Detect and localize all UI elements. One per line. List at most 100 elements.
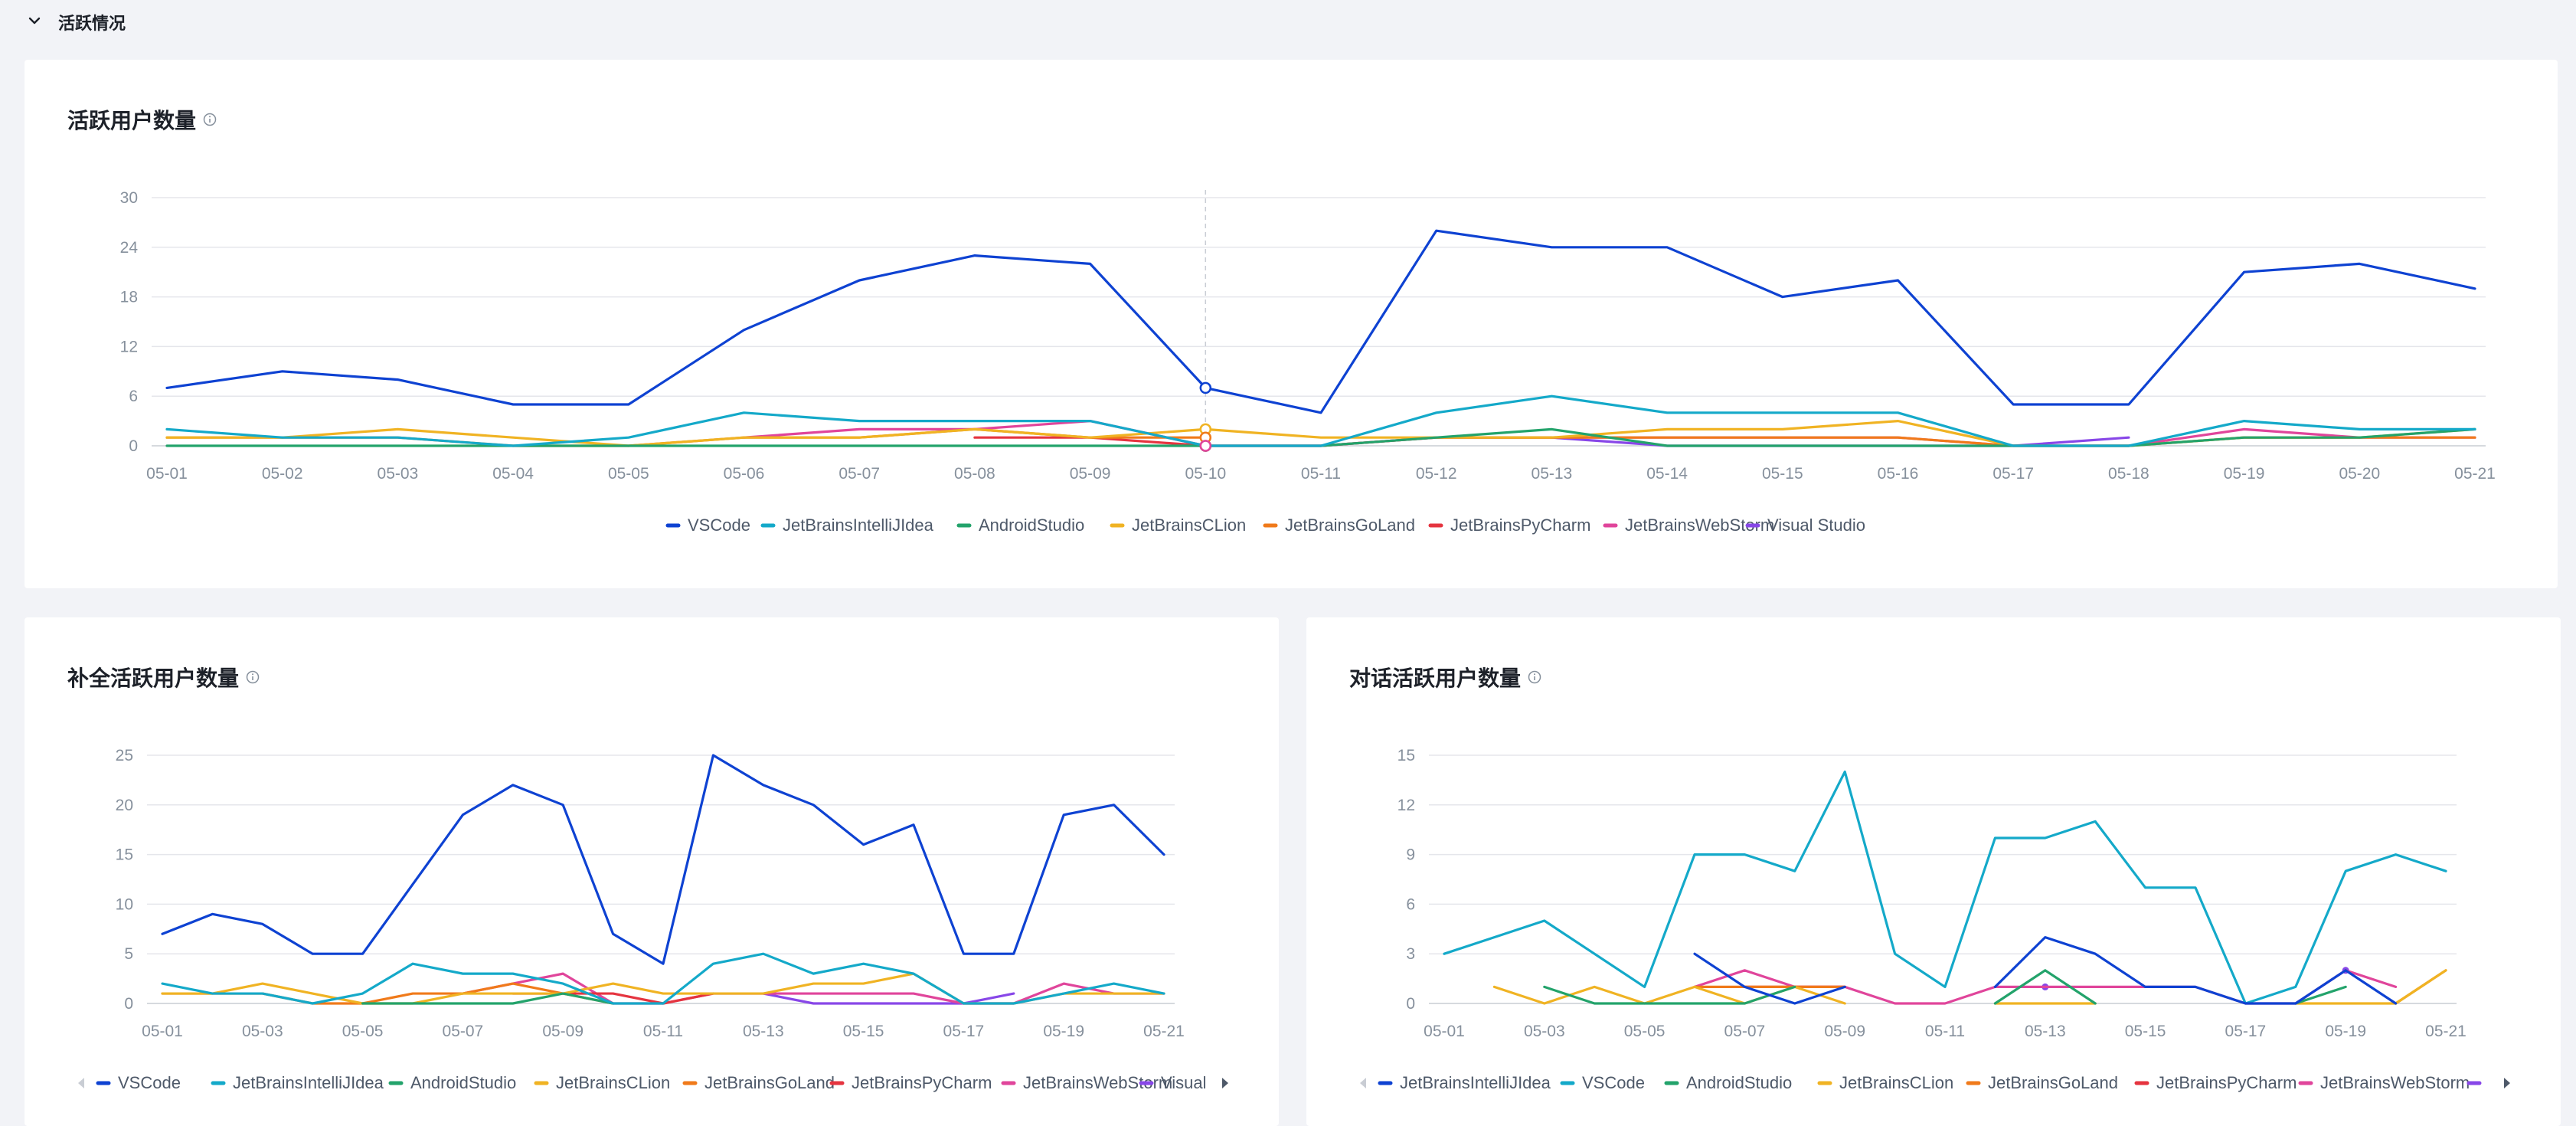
legend-item[interactable]: JetBrainsIntelliJIdea bbox=[1378, 1073, 1551, 1092]
x-tick-label: 05-16 bbox=[1878, 465, 1919, 483]
legend-label: VSCode bbox=[1582, 1073, 1645, 1092]
x-tick-label: 05-14 bbox=[1646, 465, 1688, 483]
series-line-jetbrainsintellijidea[interactable] bbox=[161, 952, 1165, 1005]
series-line-jetbrainspycharm[interactable] bbox=[973, 436, 1554, 447]
x-tick-label: 05-06 bbox=[724, 465, 765, 483]
series-line-jetbrainsintellijidea[interactable] bbox=[1693, 952, 1846, 1005]
legend-item[interactable]: JetBrainsPyCharm bbox=[1428, 516, 1590, 535]
hover-marker bbox=[1199, 440, 1212, 452]
legend-next-icon[interactable] bbox=[1222, 1078, 1228, 1088]
legend-item[interactable]: AndroidStudio bbox=[388, 1073, 516, 1092]
y-tick-label: 12 bbox=[120, 338, 138, 355]
y-tick-label: 0 bbox=[124, 995, 133, 1013]
y-tick-label: 3 bbox=[1406, 945, 1415, 963]
legend-next-icon[interactable] bbox=[2504, 1078, 2510, 1088]
x-tick-label: 05-19 bbox=[1043, 1023, 1084, 1040]
legend-label: VSCode bbox=[688, 516, 750, 535]
y-tick-label: 15 bbox=[1398, 747, 1415, 764]
y-tick-label: 20 bbox=[116, 797, 133, 814]
legend-label: JetBrainsIntelliJIdea bbox=[1400, 1073, 1551, 1092]
x-tick-label: 05-17 bbox=[1992, 465, 2034, 483]
series-line-jetbrainsgoland[interactable] bbox=[1435, 436, 2476, 447]
legend-item[interactable]: VSCode bbox=[1560, 1073, 1645, 1092]
series-line-jetbrainsclion[interactable] bbox=[165, 420, 2476, 447]
legend-label: JetBrainsCLion bbox=[556, 1073, 670, 1092]
legend-item[interactable]: JetBrainsGoLand bbox=[682, 1073, 835, 1092]
series-line-jetbrainsclion[interactable] bbox=[161, 972, 1165, 1005]
series-line-visual-studio[interactable] bbox=[762, 992, 1015, 1005]
x-tick-label: 05-08 bbox=[954, 465, 995, 483]
x-tick-label: 05-09 bbox=[542, 1023, 584, 1040]
legend-item[interactable]: JetBrainsPyCharm bbox=[2134, 1073, 2296, 1092]
hover-marker bbox=[1199, 381, 1212, 394]
x-tick-label: 05-15 bbox=[843, 1023, 884, 1040]
series-line-jetbrainsclion[interactable] bbox=[1492, 985, 1846, 1005]
legend-item[interactable]: JetBrainsIntelliJIdea bbox=[760, 516, 934, 535]
legend-label: JetBrainsPyCharm bbox=[2156, 1073, 2296, 1092]
series-line-vscode[interactable] bbox=[161, 754, 1165, 965]
x-tick-label: 05-02 bbox=[262, 465, 303, 483]
x-tick-label: 05-13 bbox=[2025, 1023, 2066, 1040]
series-line-vscode[interactable] bbox=[165, 229, 2476, 414]
x-tick-label: 05-07 bbox=[839, 465, 880, 483]
info-icon[interactable] bbox=[245, 669, 260, 685]
legend-item[interactable]: JetBrainsWebStorm bbox=[2298, 1073, 2470, 1092]
chart-title-text: 对话活跃用户数量 bbox=[1349, 666, 1522, 690]
legend-item[interactable]: AndroidStudio bbox=[1664, 1073, 1792, 1092]
x-tick-label: 05-10 bbox=[1185, 465, 1226, 483]
series-line-androidstudio[interactable] bbox=[361, 992, 615, 1005]
x-tick-label: 05-21 bbox=[2425, 1023, 2466, 1040]
x-tick-label: 05-07 bbox=[443, 1023, 484, 1040]
y-tick-label: 10 bbox=[116, 895, 133, 913]
x-tick-label: 05-01 bbox=[146, 465, 188, 483]
legend-item[interactable]: JetBrainsGoLand bbox=[1966, 1073, 2118, 1092]
legend-item[interactable]: JetBrainsGoLand bbox=[1263, 516, 1415, 535]
y-tick-label: 6 bbox=[1406, 895, 1415, 913]
x-tick-label: 05-01 bbox=[1424, 1023, 1465, 1040]
x-tick-label: 05-11 bbox=[1301, 465, 1341, 483]
legend-item[interactable]: JetBrainsCLion bbox=[534, 1073, 670, 1092]
x-tick-label: 05-18 bbox=[2108, 465, 2149, 483]
series-line-jetbrainswebstorm[interactable] bbox=[461, 972, 1165, 1005]
legend-label: Visual Studio bbox=[1767, 516, 1865, 535]
series-line-jetbrainsintellijidea[interactable] bbox=[165, 394, 2476, 447]
series-line-jetbrainsintellijidea[interactable] bbox=[1993, 936, 2398, 1005]
info-icon[interactable] bbox=[202, 112, 217, 127]
legend-item[interactable]: JetBrainsCLion bbox=[1110, 516, 1246, 535]
legend-label: JetBrainsPyCharm bbox=[852, 1073, 992, 1092]
x-tick-label: 05-03 bbox=[1524, 1023, 1565, 1040]
legend-label: JetBrainsGoLand bbox=[1988, 1073, 2118, 1092]
legend-item[interactable]: Visual Studio bbox=[1745, 516, 1865, 535]
series-line-jetbrainsclion[interactable] bbox=[2294, 969, 2447, 1005]
y-tick-label: 0 bbox=[1406, 995, 1415, 1013]
legend-item[interactable]: VSCode bbox=[96, 1073, 181, 1092]
x-tick-label: 05-05 bbox=[1624, 1023, 1666, 1040]
legend-item[interactable]: VSCode bbox=[665, 516, 750, 535]
legend-item[interactable]: AndroidStudio bbox=[956, 516, 1084, 535]
legend-label: AndroidStudio bbox=[410, 1073, 516, 1092]
chevron-down-icon[interactable] bbox=[26, 12, 43, 29]
x-tick-label: 05-11 bbox=[643, 1023, 683, 1040]
info-icon[interactable] bbox=[1527, 669, 1542, 685]
legend-label: VSCode bbox=[118, 1073, 181, 1092]
legend-prev-icon[interactable] bbox=[1360, 1078, 1366, 1088]
completion-active-users-card: 补全活跃用户数量 0 5 10 15 20 25 05-01 05-03 05-05 05-07 0… bbox=[25, 617, 1279, 1126]
series-line-androidstudio[interactable] bbox=[2294, 985, 2347, 1005]
x-tick-label: 05-07 bbox=[1724, 1023, 1766, 1040]
legend-prev-icon[interactable] bbox=[78, 1078, 84, 1088]
chat-active-users-card: 对话活跃用户数量 0 3 6 9 12 15 05-01 05-03 05-05 05-07 05-… bbox=[1306, 617, 2561, 1126]
legend-label: JetBrainsWebStorm bbox=[2320, 1073, 2470, 1092]
active-users-card: 活跃用户数量 0 6 12 18 24 30 05-01 05-02 05-03 05-04 05-… bbox=[25, 60, 2558, 588]
legend-label: JetBrainsGoLand bbox=[1285, 516, 1415, 535]
legend-item[interactable]: JetBrainsPyCharm bbox=[829, 1073, 992, 1092]
legend-label: AndroidStudio bbox=[1686, 1073, 1792, 1092]
section-header[interactable]: 活跃情况 bbox=[0, 0, 2576, 40]
legend-item[interactable]: JetBrainsCLion bbox=[1817, 1073, 1953, 1092]
legend-label: JetBrainsIntelliJIdea bbox=[233, 1073, 384, 1092]
series-line-vscode[interactable] bbox=[1443, 771, 2447, 1005]
y-tick-label: 18 bbox=[120, 289, 138, 306]
series-line-androidstudio[interactable] bbox=[1543, 985, 1796, 1005]
series-line-androidstudio[interactable] bbox=[1993, 969, 2097, 1005]
legend-item[interactable]: JetBrainsIntelliJIdea bbox=[211, 1073, 384, 1092]
x-tick-label: 05-05 bbox=[608, 465, 649, 483]
